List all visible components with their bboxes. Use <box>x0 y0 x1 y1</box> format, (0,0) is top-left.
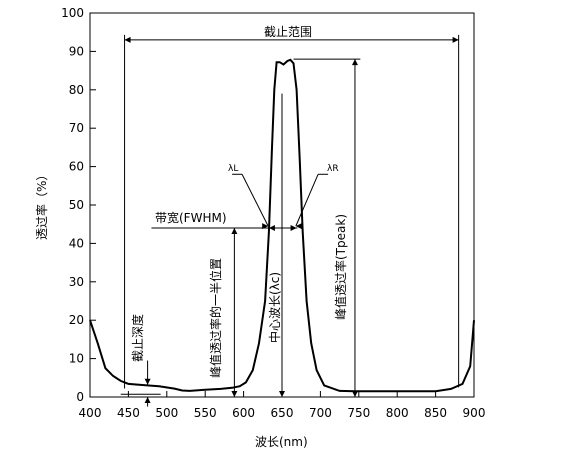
cutoff-depth-arrowhead-top <box>144 378 151 385</box>
x-tick-label: 700 <box>309 406 332 420</box>
lambda-r-leader <box>295 174 319 227</box>
cutoff-range-arrowhead-left <box>124 36 131 43</box>
x-axis-ticks: 400 450 500 550 600 650 700 750 800 850 900 <box>79 391 486 420</box>
y-tick-label: 100 <box>61 6 84 20</box>
cutoff-range-label: 截止范围 <box>264 25 312 39</box>
y-tick-label: 0 <box>76 390 84 404</box>
y-tick-label: 80 <box>69 83 84 97</box>
cutoff-range-arrowhead-right <box>452 36 459 43</box>
x-tick-label: 400 <box>79 406 102 420</box>
x-tick-label: 650 <box>271 406 294 420</box>
x-tick-label: 750 <box>347 406 370 420</box>
x-tick-label: 800 <box>386 406 409 420</box>
y-tick-label: 40 <box>69 236 84 250</box>
y-tick-label: 30 <box>69 275 84 289</box>
lambda-l-leader <box>241 174 269 227</box>
half-peak-arrowhead-bottom <box>231 391 238 397</box>
y-axis-label: 透过率（%） <box>34 169 49 240</box>
bandwidth-arrowhead-left <box>268 225 275 232</box>
y-tick-label: 20 <box>69 313 84 327</box>
x-tick-label: 500 <box>155 406 178 420</box>
peak-arrowhead-top <box>351 59 358 66</box>
x-tick-label: 600 <box>232 406 255 420</box>
y-tick-label: 70 <box>69 121 84 135</box>
y-tick-label: 50 <box>69 198 84 212</box>
y-axis-ticks: 0 10 20 30 40 50 60 70 80 90 100 <box>61 6 96 404</box>
cutoff-depth-label: 截止深度 <box>130 314 145 362</box>
annotation-lines <box>120 34 460 407</box>
bandwidth-arrowhead-right <box>290 225 297 232</box>
peak-arrowhead-bottom <box>351 391 358 397</box>
cutoff-depth-arrowhead-bottom <box>144 397 151 403</box>
transmittance-curve <box>89 58 475 393</box>
half-peak-position-label: 峰值透过率的一半位置 <box>208 258 223 378</box>
peak-transmittance-label: 峰值透过率(Tpeak) <box>333 214 348 320</box>
x-tick-label: 550 <box>194 406 217 420</box>
lambda-l-arrowhead <box>262 223 269 230</box>
lambda-r-arrowhead <box>295 223 302 230</box>
bandwidth-label: 带宽(FWHM) <box>155 210 227 225</box>
lambda-l-label: λL <box>228 164 238 174</box>
y-tick-label: 10 <box>69 352 84 366</box>
x-tick-label: 850 <box>424 406 447 420</box>
x-tick-label: 450 <box>117 406 140 420</box>
center-wavelength-label: 中心波长(λc) <box>267 272 282 343</box>
x-tick-label: 900 <box>463 406 486 420</box>
x-axis-label: 波长(nm) <box>255 435 308 449</box>
lambda-r-label: λR <box>327 164 339 174</box>
half-peak-arrowhead-top <box>231 228 238 235</box>
y-tick-label: 60 <box>69 160 84 174</box>
y-tick-label: 90 <box>69 44 84 58</box>
center-wavelength-arrowhead <box>279 391 285 397</box>
